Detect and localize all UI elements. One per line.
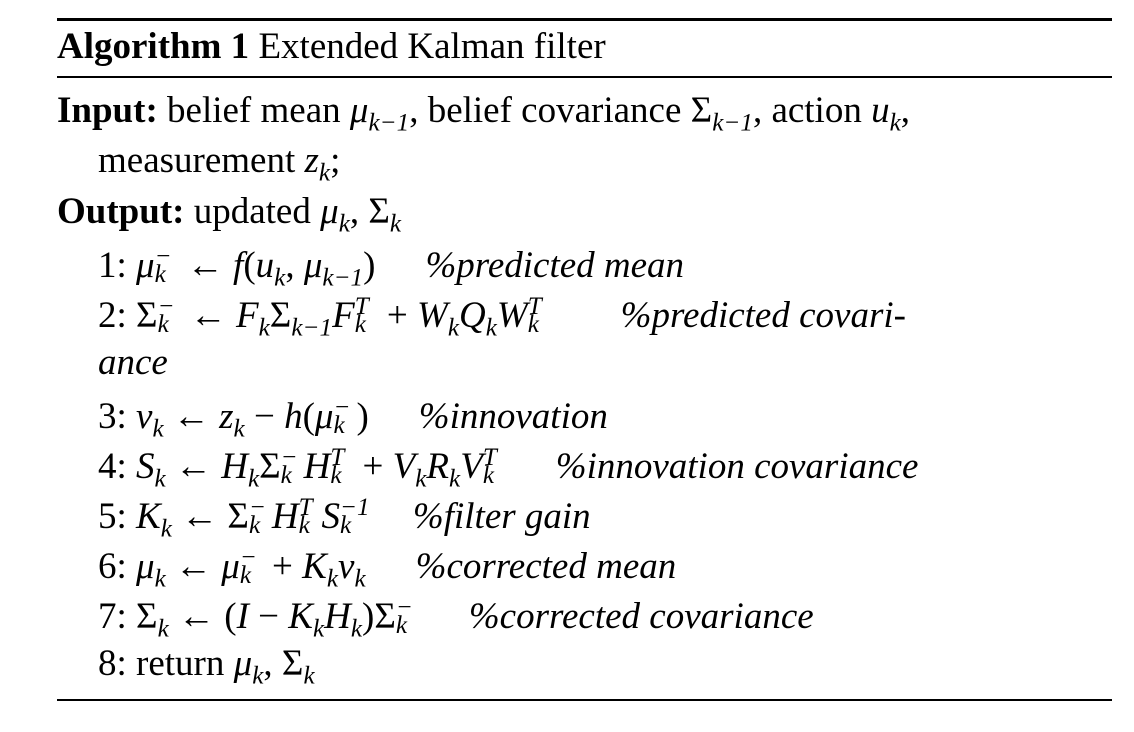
- input-line-cont: measurement zk;: [98, 140, 341, 187]
- math-z-k: zk: [304, 140, 331, 187]
- step-number: 1:: [98, 245, 127, 286]
- step-comment-cont: ance: [98, 342, 168, 383]
- step-comment: %filter gain: [412, 496, 591, 537]
- step-comment: %corrected mean: [415, 546, 677, 587]
- bottom-rule: [57, 699, 1112, 701]
- step-comment: %innovation covariance: [555, 446, 919, 487]
- math-u-k: uk: [871, 90, 901, 137]
- math-mu-k: μk: [320, 191, 350, 238]
- output-line: Output: updated μk, Σk: [57, 191, 402, 238]
- step-3: 3: νk ← zk − h(μ − k) %innovation: [98, 391, 608, 443]
- step-comment: %predicted covari-: [620, 295, 906, 336]
- output-text: updated: [193, 191, 321, 232]
- step-number: 5:: [98, 496, 127, 537]
- step-1: 1: μ − k ← f(uk, μk−1) %predicted mean: [98, 240, 685, 292]
- step-8: 8: return μk, Σk: [98, 642, 315, 690]
- step-6-formula: μk ← μ − k + Kkνk: [136, 544, 366, 593]
- math-mu-k-minus-1: μk−1: [349, 90, 410, 137]
- step-number: 3:: [98, 396, 127, 437]
- output-label: Output:: [57, 191, 185, 232]
- caption-label: Algorithm 1: [57, 26, 250, 67]
- step-keyword-return: return: [136, 643, 225, 684]
- step-number: 4:: [98, 446, 127, 487]
- input-line: Input: belief mean μk−1, belief covarian…: [57, 90, 911, 137]
- caption-rule: [57, 76, 1112, 78]
- step-number: 2:: [98, 295, 127, 336]
- step-7-formula: Σk ← (I − KkHk)Σ − k: [136, 594, 413, 643]
- step-number: 8:: [98, 643, 127, 684]
- top-rule: [57, 18, 1112, 21]
- input-text-mean: belief mean: [167, 90, 350, 131]
- caption-title: Extended Kalman filter: [258, 26, 606, 67]
- step-6: 6: μk ← μ − k + Kkνk %corrected mean: [98, 541, 677, 593]
- input-text-covariance: belief covariance: [427, 90, 691, 131]
- math-sigma-k: Σk: [368, 191, 402, 238]
- step-2-comment-cont: ance: [98, 341, 168, 385]
- algorithm-caption: Algorithm 1 Extended Kalman filter: [57, 25, 606, 69]
- step-number: 6:: [98, 546, 127, 587]
- math-sigma-k-minus-1: Σk−1: [690, 90, 753, 137]
- input-text-measurement: measurement: [98, 140, 305, 181]
- step-comment: %corrected covariance: [468, 596, 814, 637]
- step-number: 7:: [98, 596, 127, 637]
- step-comment: %innovation: [418, 396, 608, 437]
- step-1-formula: μ − k ← f(uk, μk−1): [136, 243, 376, 292]
- input-label: Input:: [57, 90, 158, 131]
- step-8-formula: μk, Σk: [233, 643, 315, 690]
- input-text-action: action: [771, 90, 872, 131]
- step-3-formula: νk ← zk − h(μ − k): [136, 394, 369, 443]
- step-7: 7: Σk ← (I − KkHk)Σ − k %corrected covarian…: [98, 591, 814, 643]
- step-comment: %predicted mean: [425, 245, 685, 286]
